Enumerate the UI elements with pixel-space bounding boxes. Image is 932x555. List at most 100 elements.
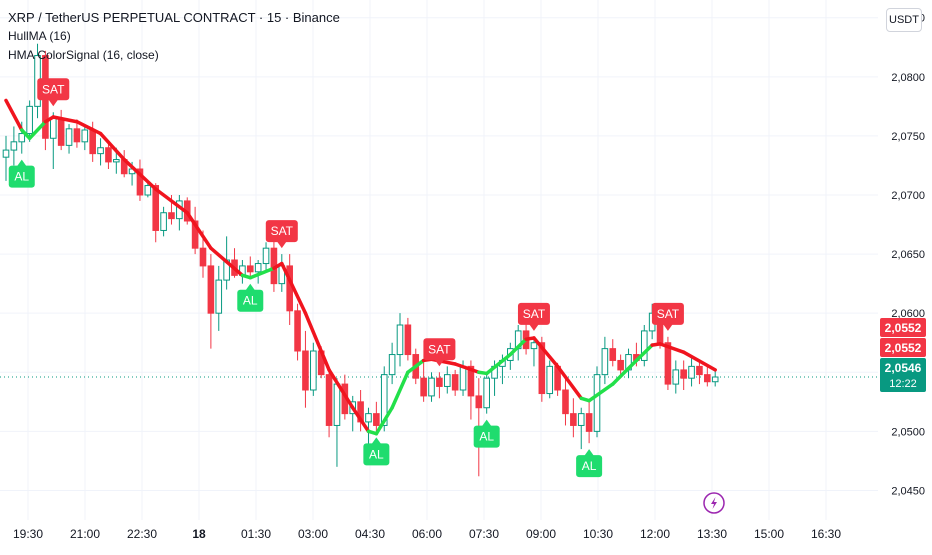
candle-body (199, 247, 207, 267)
candle-body (546, 365, 554, 395)
time-tick-label: 09:00 (526, 527, 556, 541)
indicator-hma-colorsignal[interactable]: HMA ColorSignal (16, close) (8, 48, 159, 62)
signal-label: AL (369, 447, 384, 461)
candle-body (530, 342, 538, 350)
candle (57, 109, 65, 151)
candle (73, 119, 81, 148)
signal-label: AL (582, 459, 597, 473)
candle-body (577, 413, 585, 426)
indicator-hullma[interactable]: HullMA (16) (8, 29, 71, 43)
candle (10, 126, 18, 166)
hma-segment (27, 119, 48, 141)
candle (231, 248, 238, 278)
currency-button[interactable]: USDT (886, 8, 922, 32)
candle-body (467, 365, 475, 397)
hma-segment (634, 343, 654, 363)
hma-segment (122, 157, 158, 191)
candle (215, 265, 223, 331)
time-tick-label: 03:00 (298, 527, 328, 541)
candle (191, 206, 199, 255)
hma-segment (658, 342, 686, 354)
time-tick-label: 13:30 (697, 527, 727, 541)
candle-body (136, 168, 144, 196)
candle (26, 100, 33, 142)
axis-price-tag-bg (880, 338, 926, 357)
candle-body (18, 133, 26, 143)
buy-signal: AL (363, 437, 390, 466)
axis-price-tag-value: 2,0552 (885, 341, 922, 355)
time-tick-label: 06:00 (412, 527, 442, 541)
candle (2, 135, 10, 181)
candle-body (601, 348, 609, 376)
hma-segment (350, 405, 371, 434)
candle (617, 354, 624, 375)
candle (278, 254, 286, 292)
candle-body (380, 374, 388, 426)
hma-segment (327, 368, 355, 410)
candle (593, 366, 601, 438)
candle-body (254, 263, 262, 273)
candle (443, 366, 451, 394)
time-tick-label: 21:00 (70, 527, 100, 541)
candle (246, 256, 254, 278)
candle-body (585, 413, 593, 432)
price-labels: 2,0552 2,0552 2,0546 12:22 (880, 318, 926, 392)
signals: AL SAT AL SAT AL SAT AL SAT AL SAT (8, 78, 684, 478)
sell-signal: SAT (265, 220, 298, 249)
candle (585, 401, 593, 444)
axis-price-tag-value: 2,0546 (885, 361, 922, 375)
candle-body (152, 185, 160, 231)
sell-signal: SAT (37, 78, 70, 107)
buy-signal: AL (473, 419, 500, 448)
hma-segment (587, 382, 615, 403)
candle-body (396, 324, 404, 356)
hull-ma-line (4, 98, 717, 436)
candle (207, 254, 215, 349)
signal-label: AL (479, 430, 494, 444)
sell-signal: SAT (423, 338, 456, 367)
time-tick-label: 01:30 (241, 527, 271, 541)
candle-body (664, 342, 672, 385)
axis-price-tag-bg (880, 358, 926, 392)
symbol-title[interactable]: XRP / TetherUS PERPETUAL CONTRACT · 15 ·… (8, 10, 340, 25)
candle-body (191, 220, 199, 249)
signal-label: AL (14, 170, 29, 184)
buy-signal: AL (576, 449, 603, 478)
sell-signal: SAT (651, 302, 684, 331)
hma-segment (20, 128, 32, 141)
price-tick-label: 2,0750 (891, 131, 925, 143)
candle (601, 336, 609, 385)
bar-countdown: 12:22 (889, 378, 917, 390)
signal-pointer (481, 419, 492, 427)
candle-body (49, 117, 57, 139)
signal-box (8, 165, 35, 188)
time-axis[interactable]: 19:30 21:00 22:30 18 01:30 03:00 04:30 06:00 07:… (13, 527, 841, 541)
candle-body (617, 359, 624, 371)
candle (105, 140, 112, 169)
candle-body (26, 105, 33, 135)
candle (373, 401, 380, 432)
candle (711, 369, 719, 387)
signal-label: SAT (271, 224, 294, 238)
hma-segment (681, 350, 717, 372)
lightning-icon[interactable] (703, 492, 725, 514)
time-tick-label: 12:00 (640, 527, 670, 541)
price-axis[interactable]: 2,04502,05002,05502,06002,06502,07002,07… (891, 13, 925, 498)
candle-body (428, 377, 435, 397)
signal-pointer (16, 159, 27, 167)
signal-box (473, 425, 500, 448)
hma-segment (98, 131, 126, 162)
axis-price-tag: 2,0552 (880, 338, 926, 357)
price-tick-label: 2,0800 (891, 72, 925, 84)
candle-body (711, 376, 719, 383)
signal-label: SAT (657, 307, 680, 321)
buy-signal: AL (237, 283, 264, 312)
price-tick-label: 2,0700 (891, 190, 925, 202)
signal-label: SAT (42, 82, 65, 96)
candle-body (246, 265, 254, 273)
candle (428, 372, 435, 402)
candle-body (302, 350, 309, 391)
candle (451, 369, 459, 396)
